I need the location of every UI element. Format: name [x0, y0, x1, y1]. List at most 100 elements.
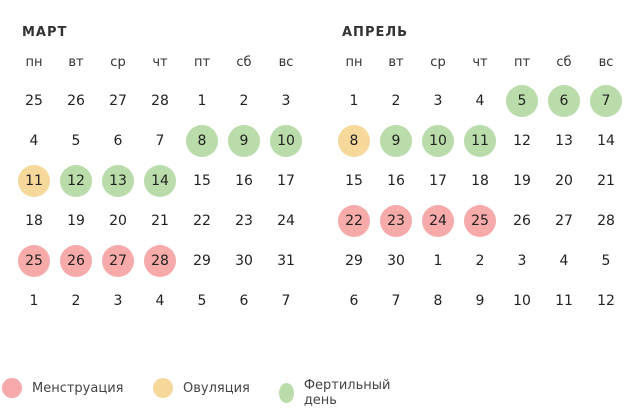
day-cell[interactable]: 7	[155, 133, 165, 149]
day-cell[interactable]: 12	[513, 133, 531, 149]
day-cell[interactable]: 15	[345, 173, 363, 189]
day-cell-fertile[interactable]: 13	[102, 165, 134, 197]
day-cell[interactable]: 18	[471, 173, 489, 189]
day-cell[interactable]: 28	[597, 213, 615, 229]
day-cell[interactable]: 27	[109, 93, 127, 109]
day-cell[interactable]: 2	[391, 93, 401, 109]
day-cell-fertile[interactable]: 10	[422, 125, 454, 157]
day-cell[interactable]: 17	[429, 173, 447, 189]
day-cell[interactable]: 7	[391, 293, 401, 309]
day-cell[interactable]: 25	[25, 93, 43, 109]
day-cell-menstruation[interactable]: 25	[464, 205, 496, 237]
day-cell[interactable]: 1	[29, 293, 39, 309]
day-cell-fertile[interactable]: 5	[506, 85, 538, 117]
day-cell[interactable]: 2	[71, 293, 81, 309]
day-cell-menstruation[interactable]: 23	[380, 205, 412, 237]
day-cell[interactable]: 23	[235, 213, 253, 229]
day-cell[interactable]: 4	[155, 293, 165, 309]
day-cell[interactable]: 21	[151, 213, 169, 229]
day-cell[interactable]: 3	[113, 293, 123, 309]
day-cell-fertile[interactable]: 14	[144, 165, 176, 197]
legend-label: Овуляция	[183, 380, 250, 396]
day-cell[interactable]: 12	[597, 293, 615, 309]
day-cell-fertile[interactable]: 12	[60, 165, 92, 197]
day-cell[interactable]: 5	[71, 133, 81, 149]
day-cell[interactable]: 13	[555, 133, 573, 149]
day-cell[interactable]: 11	[555, 293, 573, 309]
day-cell[interactable]: 1	[197, 93, 207, 109]
day-cell[interactable]: 19	[67, 213, 85, 229]
day-cell[interactable]: 10	[513, 293, 531, 309]
day-cell[interactable]: 4	[559, 253, 569, 269]
day-cell-menstruation[interactable]: 25	[18, 245, 50, 277]
day-cell-ovulation[interactable]: 8	[338, 125, 370, 157]
weekday-label: пн	[345, 54, 363, 70]
day-cell[interactable]: 9	[475, 293, 485, 309]
day-cell[interactable]: 2	[475, 253, 485, 269]
legend-item-ovulation: Овуляция	[153, 378, 250, 398]
day-cell[interactable]: 8	[433, 293, 443, 309]
weekday-label: пн	[25, 54, 43, 70]
day-cell[interactable]: 29	[193, 253, 211, 269]
day-cell[interactable]: 1	[349, 93, 359, 109]
day-cell[interactable]: 24	[277, 213, 295, 229]
day-cell[interactable]: 2	[239, 93, 249, 109]
legend-item-menstruation: Менструация	[2, 378, 123, 398]
day-cell[interactable]: 3	[433, 93, 443, 109]
day-cell[interactable]: 1	[433, 253, 443, 269]
day-cell[interactable]: 26	[67, 93, 85, 109]
day-cell-fertile[interactable]: 9	[228, 125, 260, 157]
day-cell[interactable]: 14	[597, 133, 615, 149]
fertile-dot-icon	[279, 383, 294, 403]
day-cell-fertile[interactable]: 8	[186, 125, 218, 157]
day-cell[interactable]: 20	[555, 173, 573, 189]
day-cell[interactable]: 28	[151, 93, 169, 109]
weekday-label: пт	[513, 54, 531, 70]
day-cell[interactable]: 7	[281, 293, 291, 309]
day-cell[interactable]: 4	[29, 133, 39, 149]
day-cell[interactable]: 26	[513, 213, 531, 229]
day-cell[interactable]: 22	[193, 213, 211, 229]
day-cell-fertile[interactable]: 9	[380, 125, 412, 157]
day-cell[interactable]: 30	[387, 253, 405, 269]
day-cell[interactable]: 29	[345, 253, 363, 269]
day-cell[interactable]: 4	[475, 93, 485, 109]
day-cell[interactable]: 15	[193, 173, 211, 189]
day-cell[interactable]: 16	[235, 173, 253, 189]
day-cell[interactable]: 27	[555, 213, 573, 229]
day-cell[interactable]: 18	[25, 213, 43, 229]
day-cell[interactable]: 6	[349, 293, 359, 309]
day-cell[interactable]: 6	[239, 293, 249, 309]
day-cell[interactable]: 21	[597, 173, 615, 189]
day-cell-fertile[interactable]: 7	[590, 85, 622, 117]
day-cell[interactable]: 6	[113, 133, 123, 149]
day-cell[interactable]: 17	[277, 173, 295, 189]
day-cell[interactable]: 20	[109, 213, 127, 229]
day-cell-menstruation[interactable]: 28	[144, 245, 176, 277]
day-cell[interactable]: 5	[197, 293, 207, 309]
day-cell-menstruation[interactable]: 26	[60, 245, 92, 277]
legend-item-fertile: Фертильный день	[279, 378, 396, 408]
day-cell-fertile[interactable]: 6	[548, 85, 580, 117]
weekday-label: ср	[430, 54, 446, 70]
weekday-label: вс	[598, 54, 614, 70]
day-cell[interactable]: 31	[277, 253, 295, 269]
day-cell-menstruation[interactable]: 24	[422, 205, 454, 237]
legend-label: Менструация	[32, 380, 124, 396]
day-cell[interactable]: 3	[281, 93, 291, 109]
weekday-label: пт	[193, 54, 211, 70]
weekday-label: вс	[278, 54, 294, 70]
day-cell-ovulation[interactable]: 11	[18, 165, 50, 197]
month-title: МАРТ	[22, 25, 68, 40]
day-cell-fertile[interactable]: 10	[270, 125, 302, 157]
ovulation-dot-icon	[153, 378, 173, 398]
day-cell[interactable]: 3	[517, 253, 527, 269]
day-cell[interactable]: 16	[387, 173, 405, 189]
day-cell-menstruation[interactable]: 27	[102, 245, 134, 277]
day-cell-fertile[interactable]: 11	[464, 125, 496, 157]
day-cell[interactable]: 30	[235, 253, 253, 269]
day-cell[interactable]: 5	[601, 253, 611, 269]
day-cell-menstruation[interactable]: 22	[338, 205, 370, 237]
day-cell[interactable]: 19	[513, 173, 531, 189]
weekday-label: вт	[388, 54, 404, 70]
